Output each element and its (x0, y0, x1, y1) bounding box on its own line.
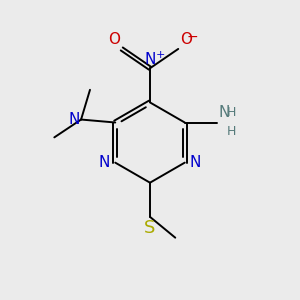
Text: N: N (219, 104, 230, 119)
Text: −: − (187, 30, 198, 44)
Text: O: O (108, 32, 120, 47)
Text: N: N (99, 155, 110, 170)
Text: H: H (226, 125, 236, 139)
Text: S: S (144, 219, 156, 237)
Text: N: N (68, 112, 80, 127)
Text: H: H (226, 106, 236, 119)
Text: N: N (144, 52, 156, 67)
Text: N: N (190, 155, 201, 170)
Text: +: + (155, 50, 165, 60)
Text: O: O (180, 32, 192, 47)
